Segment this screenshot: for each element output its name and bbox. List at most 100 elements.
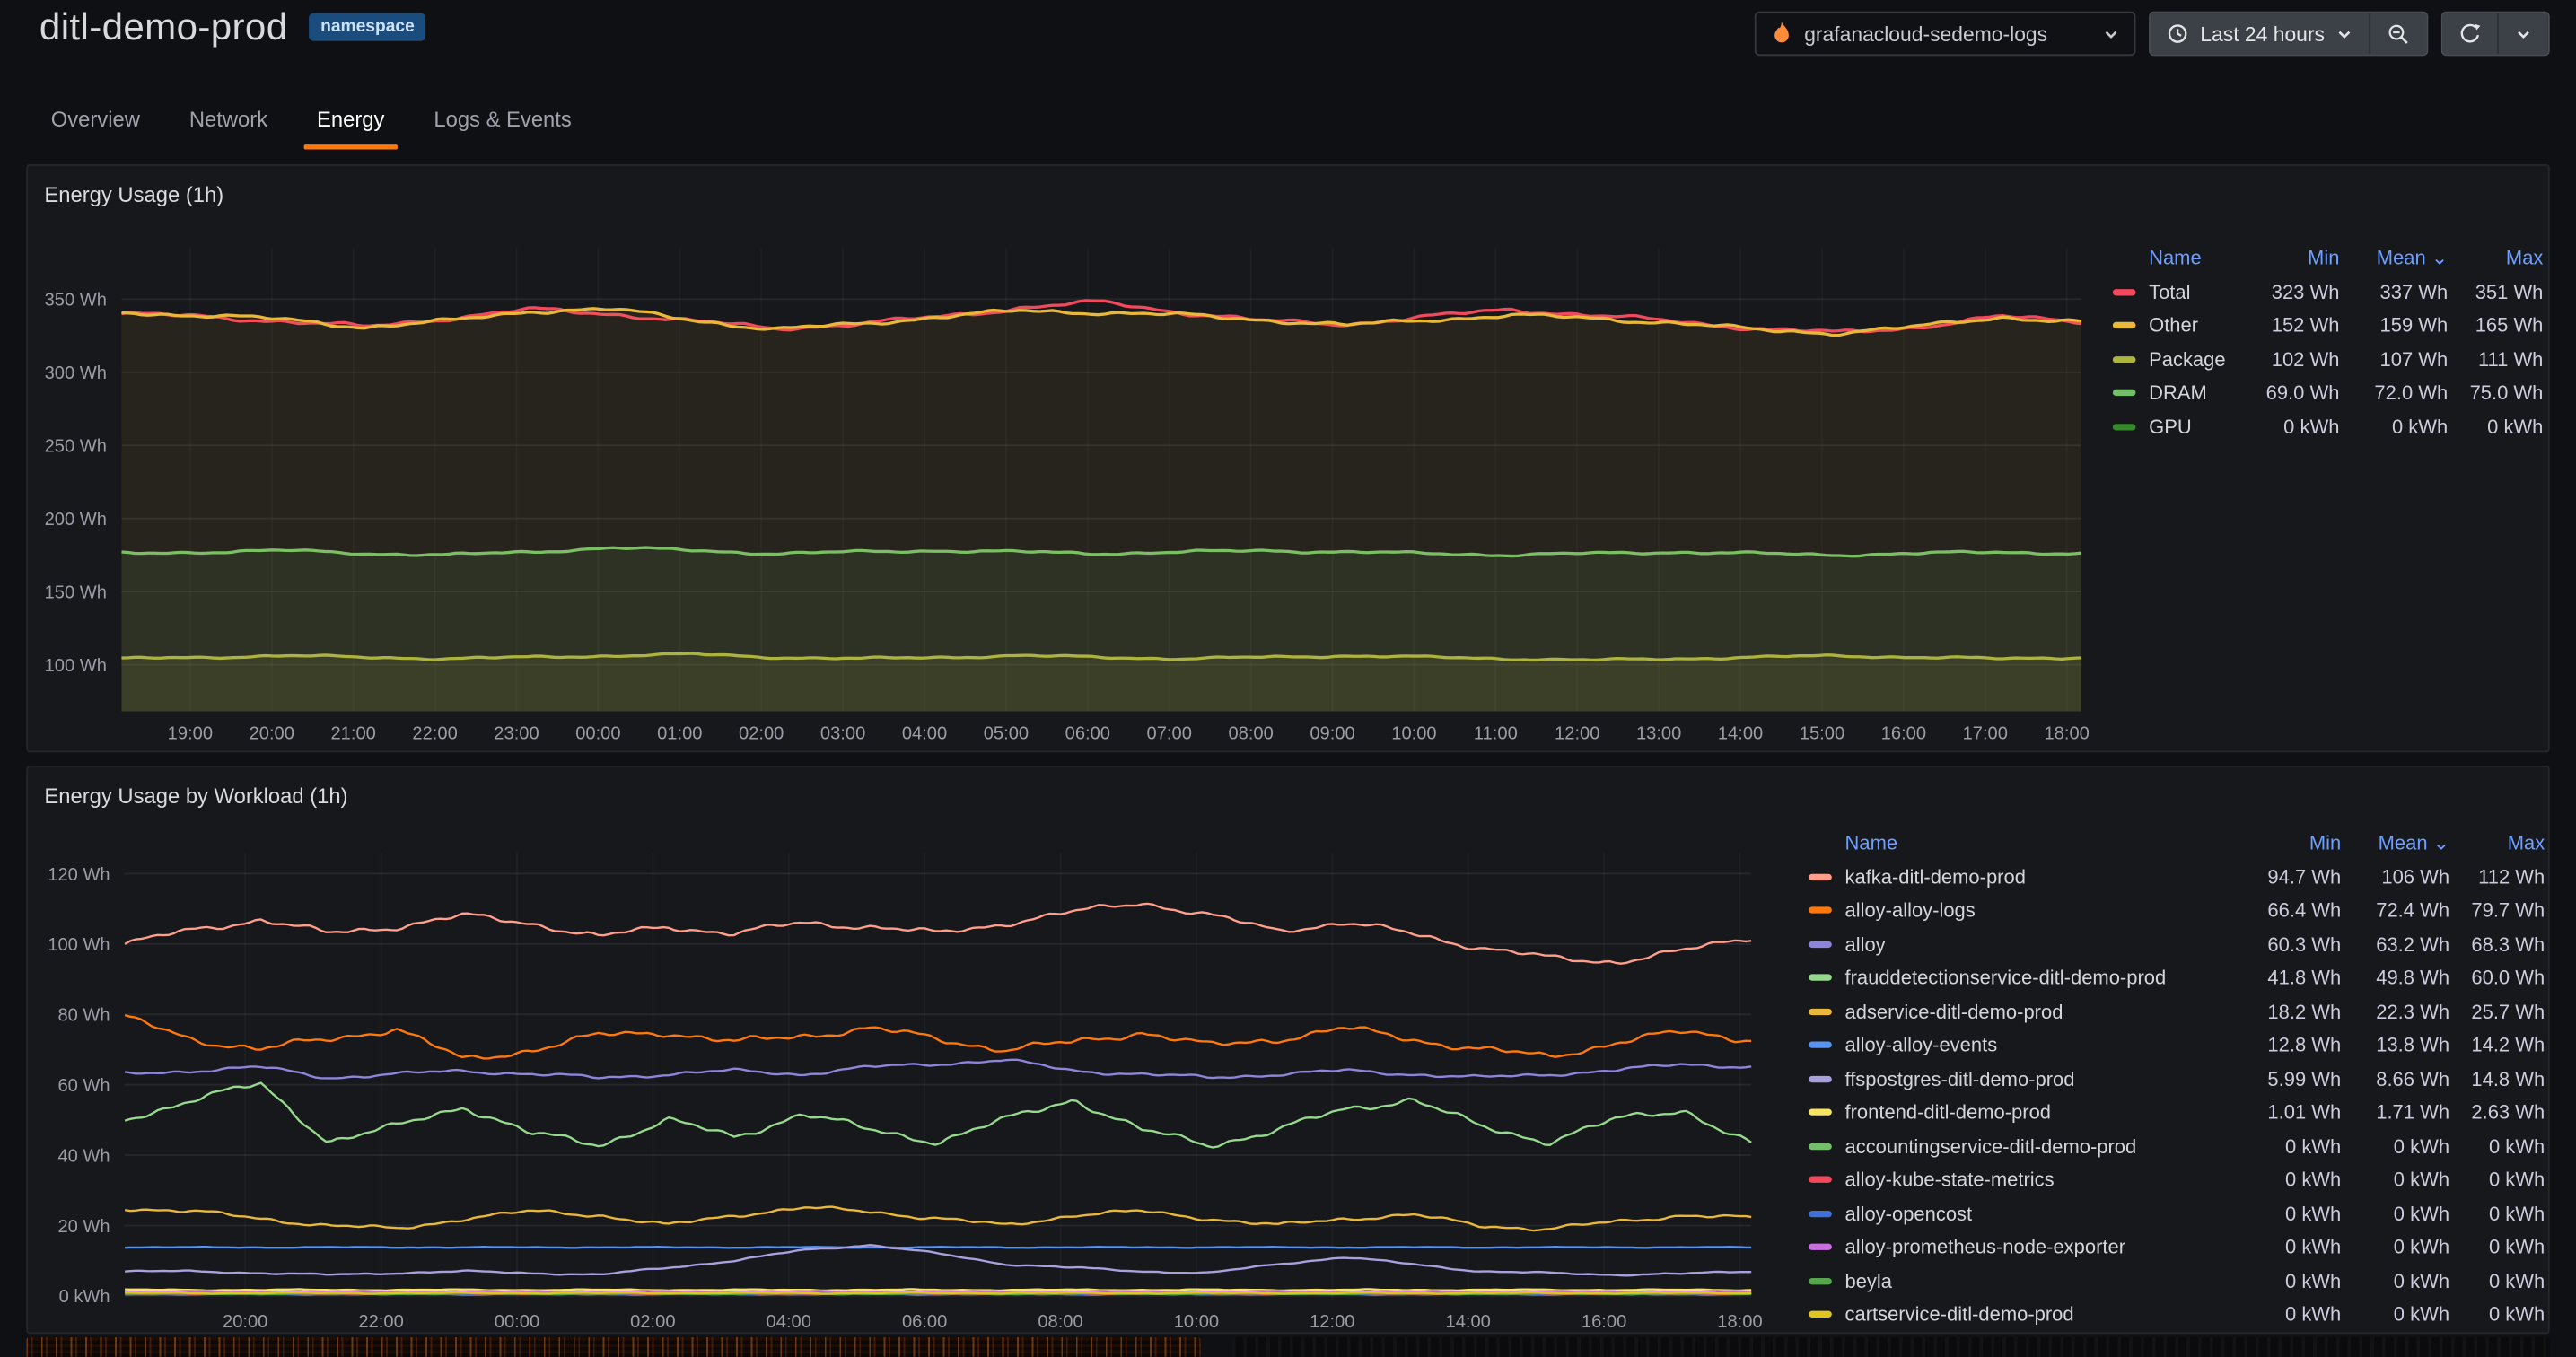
legend-row[interactable]: alloy-opencost 0 kWh 0 kWh 0 kWh [1809, 1196, 2545, 1230]
series-stat: 0 kWh [2488, 1168, 2545, 1192]
series-stat: 351 Wh [2475, 280, 2544, 304]
legend-header-name[interactable]: Name [2149, 247, 2202, 270]
legend-header-min[interactable]: Min [2309, 831, 2342, 855]
legend-row[interactable]: Other 152 Wh 159 Wh 165 Wh [2112, 309, 2544, 343]
legend-row[interactable]: alloy-kube-state-metrics 0 kWh 0 kWh 0 kWh [1809, 1163, 2545, 1197]
clock-icon [2168, 23, 2189, 45]
refresh-button[interactable] [2442, 13, 2498, 55]
svg-text:250 Wh: 250 Wh [45, 437, 107, 457]
series-stat: 165 Wh [2475, 314, 2544, 337]
svg-text:02:00: 02:00 [739, 724, 784, 744]
series-color-swatch [1809, 906, 1832, 915]
legend-row[interactable]: Total 323 Wh 337 Wh 351 Wh [2112, 276, 2544, 310]
svg-text:12:00: 12:00 [1310, 1312, 1354, 1332]
tab-overview[interactable]: Overview [50, 106, 140, 132]
tab-energy[interactable]: Energy [293, 92, 409, 153]
legend-row[interactable]: accountingservice-ditl-demo-prod 0 kWh 0 k… [1809, 1129, 2545, 1163]
series-stat: 0 kWh [2393, 1202, 2450, 1225]
series-stat: 0 kWh [2284, 1202, 2342, 1225]
series-name: alloy-kube-state-metrics [1844, 1168, 2055, 1192]
legend-row[interactable]: kafka-ditl-demo-prod 94.7 Wh 106 Wh 112 Wh [1809, 860, 2545, 894]
grafana-flame-icon [1772, 21, 1793, 46]
legend-header-max[interactable]: Max [2507, 831, 2545, 855]
series-name: beyla [1844, 1269, 1892, 1293]
series-stat: 0 kWh [2488, 1235, 2545, 1259]
legend-row[interactable]: alloy-alloy-logs 66.4 Wh 72.4 Wh 79.7 Wh [1809, 894, 2545, 928]
series-stat: 72.0 Wh [2374, 381, 2449, 405]
zoom-out-icon [2388, 22, 2411, 46]
legend-row[interactable]: alloy-alloy-events 12.8 Wh 13.8 Wh 14.2 Wh [1809, 1029, 2545, 1063]
legend-row[interactable]: alloy 60.3 Wh 63.2 Wh 68.3 Wh [1809, 927, 2545, 961]
series-stat: 0 kWh [2393, 1302, 2450, 1326]
series-stat: 18.2 Wh [2267, 1000, 2342, 1023]
time-range-button[interactable]: Last 24 hours [2151, 13, 2370, 55]
legend-row[interactable]: beyla 0 kWh 0 kWh 0 kWh [1809, 1264, 2545, 1298]
svg-text:22:00: 22:00 [412, 724, 457, 744]
series-stat: 60.3 Wh [2267, 932, 2342, 956]
time-range-label: Last 24 hours [2200, 22, 2325, 46]
series-color-swatch [1809, 1176, 1832, 1184]
series-stat: 159 Wh [2379, 314, 2449, 337]
panel-title: Energy Usage by Workload (1h) [44, 783, 348, 808]
series-stat: 323 Wh [2271, 280, 2340, 304]
legend-header-min[interactable]: Min [2308, 247, 2340, 270]
tab-logs-events[interactable]: Logs & Events [434, 106, 572, 132]
series-stat: 107 Wh [2379, 347, 2449, 372]
series-color-swatch [2112, 423, 2136, 431]
series-name: ffspostgres-ditl-demo-prod [1844, 1067, 2075, 1090]
legend-row[interactable]: cartservice-ditl-demo-prod 0 kWh 0 kWh 0 kW… [1809, 1298, 2545, 1332]
svg-text:11:00: 11:00 [1474, 724, 1518, 744]
series-name: alloy-alloy-events [1844, 1033, 1998, 1057]
tab-network[interactable]: Network [188, 106, 268, 132]
svg-text:14:00: 14:00 [1446, 1312, 1491, 1332]
series-stat: 8.66 Wh [2376, 1067, 2450, 1090]
series-color-swatch [1809, 1041, 1832, 1049]
svg-text:16:00: 16:00 [1582, 1312, 1626, 1332]
refresh-interval-button[interactable] [2497, 13, 2548, 55]
legend-header-mean[interactable]: Mean ⌄ [2378, 831, 2450, 855]
series-color-swatch [1809, 1311, 1832, 1318]
svg-text:23:00: 23:00 [494, 724, 539, 744]
legend-header-mean[interactable]: Mean ⌄ [2376, 247, 2449, 270]
legend-row[interactable]: frauddetectionservice-ditl-demo-prod 41.8… [1809, 961, 2545, 995]
svg-text:20:00: 20:00 [250, 724, 294, 744]
series-stat: 0 kWh [2487, 415, 2544, 439]
legend-row[interactable]: ffspostgres-ditl-demo-prod 5.99 Wh 8.66 Wh… [1809, 1062, 2545, 1096]
series-stat: 14.2 Wh [2471, 1033, 2545, 1057]
legend-row[interactable]: GPU 0 kWh 0 kWh 0 kWh [2112, 410, 2544, 444]
refresh-icon [2459, 23, 2481, 45]
datasource-picker[interactable]: grafanacloud-sedemo-logs [1755, 11, 2136, 57]
legend-row[interactable]: adservice-ditl-demo-prod 18.2 Wh 22.3 Wh 25… [1809, 994, 2545, 1029]
zoom-out-button[interactable] [2369, 13, 2427, 55]
svg-text:01:00: 01:00 [657, 724, 702, 744]
legend-row[interactable]: Package 102 Wh 107 Wh 111 Wh [2112, 343, 2543, 377]
legend-row[interactable]: alloy-prometheus-node-exporter 0 kWh 0 kWh… [1809, 1230, 2545, 1265]
series-stat: 0 kWh [2284, 1302, 2342, 1326]
series-name: accountingservice-ditl-demo-prod [1844, 1134, 2137, 1158]
datasource-label: grafanacloud-sedemo-logs [1804, 22, 2048, 46]
series-stat: 0 kWh [2488, 1269, 2545, 1293]
series-name: DRAM [2149, 381, 2207, 405]
legend-row[interactable]: DRAM 69.0 Wh 72.0 Wh 75.0 Wh [2112, 376, 2543, 410]
next-row-panel-preview-right [1231, 1336, 2550, 1357]
series-stat: 0 kWh [2283, 415, 2340, 439]
series-stat: 14.8 Wh [2471, 1067, 2545, 1090]
series-color-swatch [1809, 1277, 1832, 1284]
legend-header-name[interactable]: Name [1844, 831, 1898, 855]
svg-text:10:00: 10:00 [1391, 724, 1436, 744]
series-stat: 66.4 Wh [2267, 898, 2342, 923]
series-name: Other [2149, 314, 2199, 337]
tab-bar: Overview Network Energy Logs & Events [26, 92, 596, 153]
series-stat: 0 kWh [2284, 1168, 2342, 1192]
legend-table: Name Min Mean ⌄ Max Total 323 Wh 337 Wh 351 Wh O… [2112, 241, 2544, 444]
series-stat: 0 kWh [2284, 1235, 2342, 1259]
svg-text:150 Wh: 150 Wh [45, 582, 107, 602]
svg-text:00:00: 00:00 [495, 1312, 539, 1332]
series-color-swatch [1809, 1143, 1832, 1150]
series-stat: 25.7 Wh [2471, 1000, 2545, 1023]
legend-header-max[interactable]: Max [2505, 247, 2544, 270]
svg-text:06:00: 06:00 [902, 1312, 947, 1332]
series-stat: 5.99 Wh [2267, 1067, 2342, 1090]
legend-row[interactable]: frontend-ditl-demo-prod 1.01 Wh 1.71 Wh 2.6… [1809, 1096, 2545, 1130]
series-stat: 79.7 Wh [2471, 898, 2545, 923]
